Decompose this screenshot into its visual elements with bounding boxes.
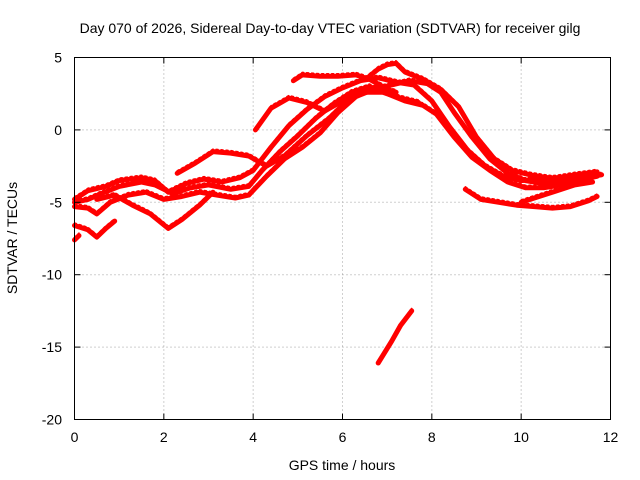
x-tick-label: 8 xyxy=(428,429,436,445)
y-axis-label: SDTVAR / TECUs xyxy=(4,182,20,294)
x-tick-label: 4 xyxy=(249,429,257,445)
series-marks-track-2 xyxy=(73,83,598,201)
series-line-track-1 xyxy=(72,75,600,202)
series-marks-track-11 xyxy=(464,186,598,207)
series-line-track-8 xyxy=(252,84,399,133)
series-marks-track-3 xyxy=(73,77,598,213)
series-marks-track-6 xyxy=(96,188,214,227)
x-tick-label: 6 xyxy=(339,429,347,445)
series-line-track-7 xyxy=(174,89,421,176)
x-tick-label: 10 xyxy=(513,429,529,445)
series-marks-track-13 xyxy=(377,307,413,362)
series-marks-track-8 xyxy=(254,83,397,129)
grid-lines xyxy=(74,57,611,420)
series-line-track-3 xyxy=(72,78,600,217)
series-layer xyxy=(72,60,605,366)
x-axis-label: GPS time / hours xyxy=(289,457,396,473)
y-tick-label: -10 xyxy=(42,267,62,283)
series-marks-track-7 xyxy=(176,89,420,172)
series-line-track-11 xyxy=(462,186,600,211)
series-marks-track-9 xyxy=(292,71,384,85)
x-tick-label: 2 xyxy=(160,429,168,445)
y-tick-label: -15 xyxy=(42,339,62,355)
y-tick-label: -20 xyxy=(42,412,62,428)
series-line-track-13 xyxy=(375,308,415,366)
series-line-track-10 xyxy=(366,60,605,182)
series-marks-track-10 xyxy=(368,60,603,178)
x-tick-label: 0 xyxy=(71,429,79,445)
series-line-track-5 xyxy=(72,233,82,243)
series-line-track-12 xyxy=(518,179,596,205)
series-marks-track-1 xyxy=(73,74,598,198)
x-tick-labels: 0 2 4 6 8 10 12 xyxy=(71,429,619,445)
y-tick-label: -5 xyxy=(50,194,63,210)
series-line-track-4 xyxy=(72,218,118,240)
y-tick-labels: -20 -15 -10 -5 0 5 xyxy=(42,50,62,428)
series-line-track-6 xyxy=(94,189,216,231)
y-tick-label: 0 xyxy=(54,122,62,138)
axis-ticks xyxy=(74,57,611,420)
x-tick-label: 12 xyxy=(603,429,619,445)
series-marks-track-5 xyxy=(73,232,80,239)
y-tick-label: 5 xyxy=(54,50,62,66)
series-line-track-9 xyxy=(290,72,386,89)
series-marks-track-12 xyxy=(520,178,594,201)
chart-title: Day 070 of 2026, Sidereal Day-to-day VTE… xyxy=(80,20,581,36)
series-marks-track-4 xyxy=(73,217,116,236)
